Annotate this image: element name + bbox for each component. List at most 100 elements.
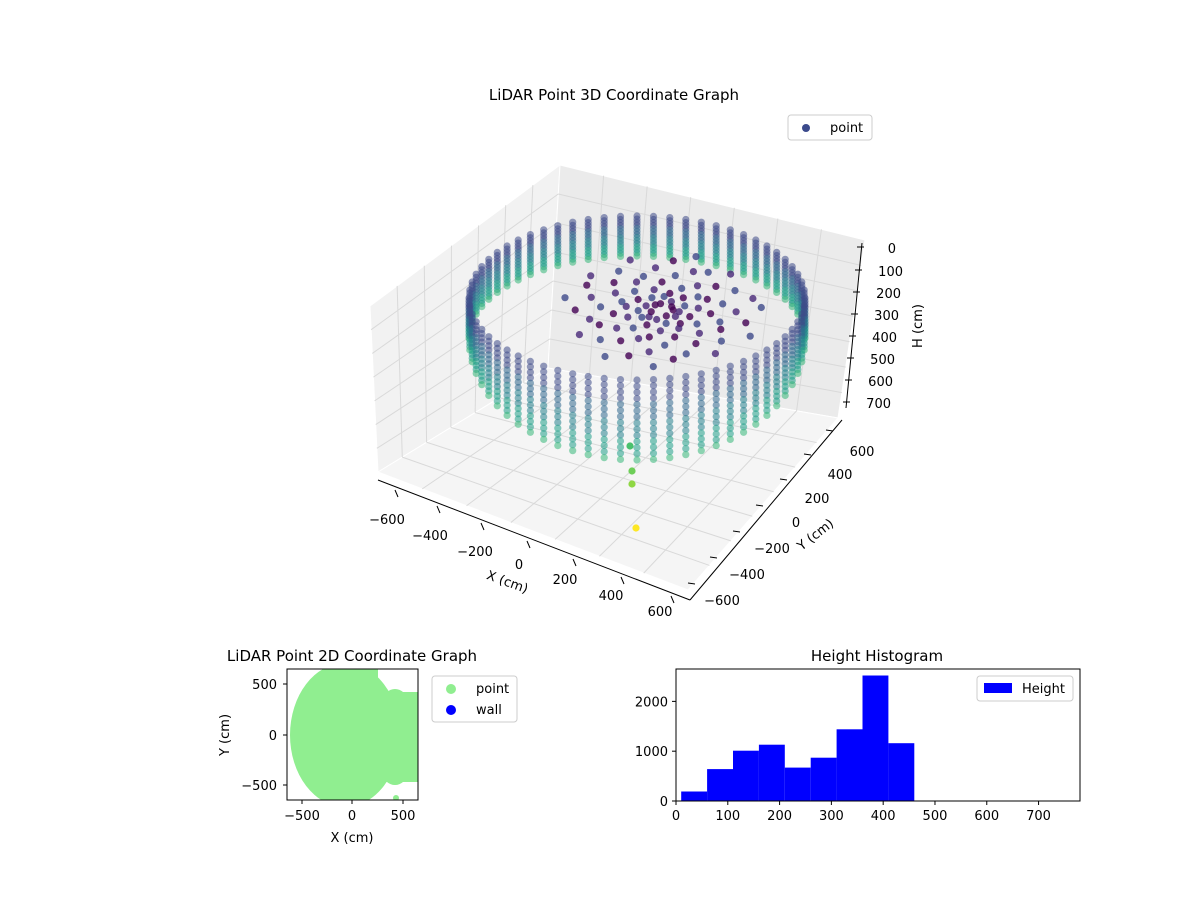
x-tick-label: 600: [648, 605, 673, 620]
data-point: [514, 362, 522, 371]
data-point: [740, 396, 748, 404]
data-point: [740, 401, 748, 409]
data-point: [649, 455, 658, 463]
data-point: [752, 373, 760, 381]
data-point: [610, 279, 618, 287]
data-point: [633, 407, 641, 415]
data-point: [584, 378, 592, 387]
y-tick-label: 1000: [635, 745, 668, 760]
data-point: [633, 450, 641, 458]
data-point: [600, 435, 608, 443]
x-tick-label: −500: [284, 809, 320, 824]
grid-line: [373, 251, 556, 378]
legend-histogram-swatch: [984, 683, 1012, 693]
data-point: [726, 390, 734, 398]
data-point: [633, 382, 641, 390]
data-point: [540, 390, 548, 398]
data-point: [781, 391, 789, 400]
z-tick-label: 700: [866, 397, 891, 412]
data-point: [503, 406, 511, 414]
data-point: [763, 346, 771, 354]
data-point: [634, 295, 642, 304]
data-point: [575, 331, 584, 339]
data-point: [704, 268, 712, 276]
data-point: [752, 399, 760, 407]
data-point: [554, 413, 562, 421]
data-point: [649, 419, 658, 427]
data-point: [514, 276, 522, 284]
data-point: [514, 383, 522, 392]
legend-marker-wall: [446, 705, 456, 715]
data-point: [726, 373, 734, 382]
data-point: [697, 382, 705, 390]
data-point: [726, 407, 734, 415]
data-point: [503, 386, 511, 394]
chart-3d-title: LiDAR Point 3D Coordinate Graph: [489, 86, 739, 104]
data-point: [666, 411, 674, 419]
data-point: [616, 400, 625, 408]
grid-line: [450, 245, 452, 428]
data-point: [540, 435, 548, 443]
data-point: [478, 381, 486, 389]
data-point: [514, 404, 522, 413]
outlier-point: [626, 442, 634, 450]
data-point: [633, 376, 641, 384]
x-axis-line: [377, 479, 691, 601]
data-point: [740, 406, 748, 415]
data-point: [666, 417, 674, 425]
grid-line: [498, 205, 507, 398]
data-point: [666, 374, 674, 382]
grid-line: [588, 175, 605, 376]
data-point: [514, 394, 522, 402]
data-point: [671, 333, 679, 341]
data-point: [763, 356, 771, 364]
data-point: [656, 327, 665, 335]
data-point: [569, 429, 577, 437]
data-point: [493, 288, 501, 296]
data-point: [731, 287, 739, 295]
data-point: [616, 443, 625, 451]
y-tick-mark: [779, 478, 788, 481]
data-point: [712, 407, 720, 415]
data-point: [763, 371, 771, 379]
data-point: [697, 399, 705, 407]
data-point: [740, 385, 748, 393]
data-point: [712, 262, 720, 270]
histogram-bar: [810, 757, 837, 801]
data-point: [633, 394, 641, 403]
x-tick-label: 500: [391, 809, 416, 824]
data-point: [569, 411, 577, 419]
data-point: [727, 270, 735, 278]
data-point: [478, 303, 486, 311]
x-tick-label: 200: [553, 573, 578, 588]
data-point: [711, 350, 720, 358]
data-point: [540, 373, 548, 382]
data-point: [584, 390, 592, 399]
z-tick-label: 600: [868, 375, 893, 390]
data-point: [740, 363, 748, 371]
data-point: [717, 325, 725, 333]
data-point: [526, 271, 535, 279]
data-point: [526, 428, 535, 436]
data-point: [611, 289, 620, 297]
y-axis-line: [689, 419, 843, 601]
x-tick-mark: [620, 576, 625, 585]
chart-histogram: Height Histogram 0 100 200 300 400 500 600 700 …: [635, 647, 1081, 824]
x-tick-label: 400: [871, 809, 896, 824]
data-point: [600, 380, 608, 389]
y-tick-label: 500: [252, 678, 277, 693]
data-point: [569, 441, 577, 449]
chart-2d-title: LiDAR Point 2D Coordinate Graph: [227, 647, 477, 665]
data-point: [569, 399, 577, 407]
data-point: [569, 393, 577, 401]
data-point: [540, 413, 548, 421]
y-tick-label: −500: [241, 779, 277, 794]
data-point: [726, 435, 734, 443]
data-point: [788, 381, 796, 389]
data-point: [540, 402, 548, 410]
data-point: [554, 424, 562, 432]
data-point: [526, 396, 535, 404]
data-point: [752, 276, 760, 284]
data-point: [678, 284, 686, 292]
data-point: [631, 287, 639, 295]
